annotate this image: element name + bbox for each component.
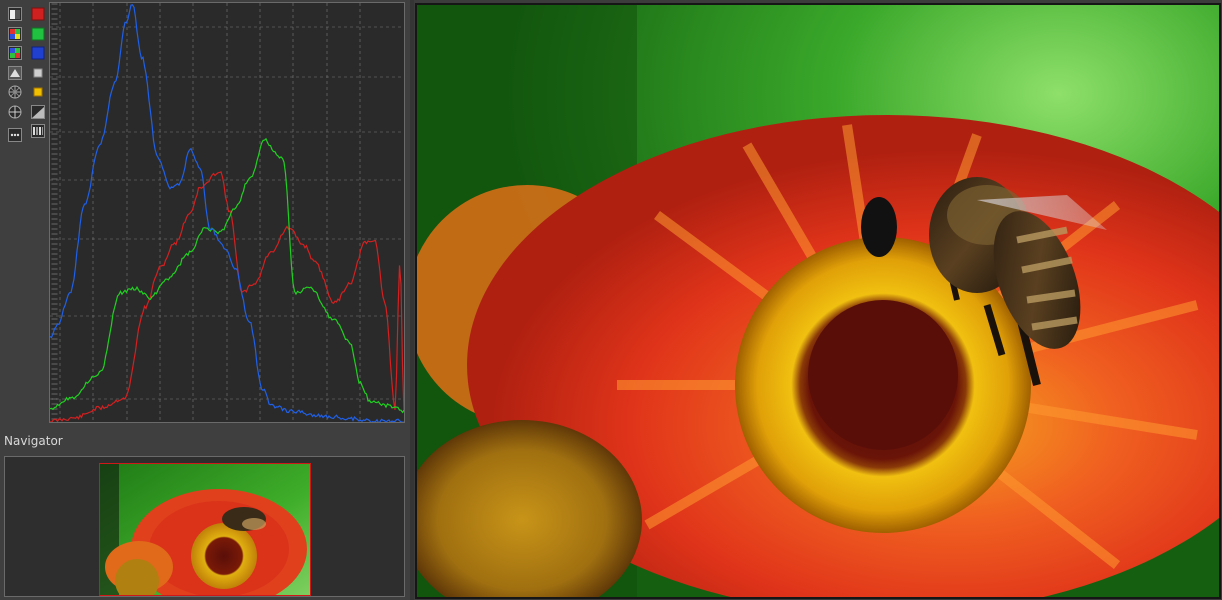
navigator-thumbnail-image	[99, 463, 311, 596]
navigator-title: Navigator	[4, 434, 63, 448]
luma-icon	[33, 68, 43, 78]
blue-channel-icon	[31, 46, 45, 60]
show-luminance-button[interactable]	[8, 7, 22, 21]
histogram-green-curve	[50, 137, 404, 414]
show-vectorscope-button[interactable]	[8, 85, 22, 99]
rgb-icon	[8, 27, 22, 41]
green-channel-icon	[31, 27, 45, 41]
waveform-icon	[33, 87, 43, 97]
show-green-button[interactable]	[31, 27, 45, 41]
histogram-grid	[50, 3, 404, 422]
ellipsis-icon	[8, 128, 22, 142]
curve-icon	[31, 105, 45, 119]
histogram-plot	[50, 3, 404, 422]
show-curve-button[interactable]	[31, 105, 45, 119]
image-preview[interactable]	[415, 3, 1221, 599]
preview-image	[417, 5, 1219, 597]
histogram-red-curve	[50, 171, 404, 422]
left-panel: Navigator	[0, 0, 410, 600]
histogram-blue-curve	[50, 4, 404, 422]
show-raw-button[interactable]	[8, 46, 22, 60]
navigator-thumbnail[interactable]	[99, 463, 311, 596]
show-rgb-button[interactable]	[8, 27, 22, 41]
navigator-viewport-rect[interactable]	[99, 463, 311, 596]
show-blue-button[interactable]	[31, 46, 45, 60]
bar-icon	[31, 124, 45, 138]
raw-icon	[8, 46, 22, 60]
histogram[interactable]	[49, 2, 405, 423]
navigator-panel	[4, 456, 405, 597]
vectorscope-icon	[8, 85, 22, 99]
chroma-icon	[8, 66, 22, 80]
show-crosshair-button[interactable]	[8, 105, 22, 119]
show-luma-button[interactable]	[31, 66, 45, 80]
panel-splitter[interactable]	[410, 0, 414, 600]
histogram-toolbar	[3, 3, 49, 423]
show-red-button[interactable]	[31, 7, 45, 21]
luminance-icon	[8, 7, 22, 21]
red-channel-icon	[31, 7, 45, 21]
crosshair-icon	[8, 105, 22, 119]
show-chroma-button[interactable]	[8, 66, 22, 80]
show-waveform-button[interactable]	[31, 85, 45, 99]
show-bar-button[interactable]	[31, 124, 45, 138]
more-options-button[interactable]	[8, 128, 22, 142]
